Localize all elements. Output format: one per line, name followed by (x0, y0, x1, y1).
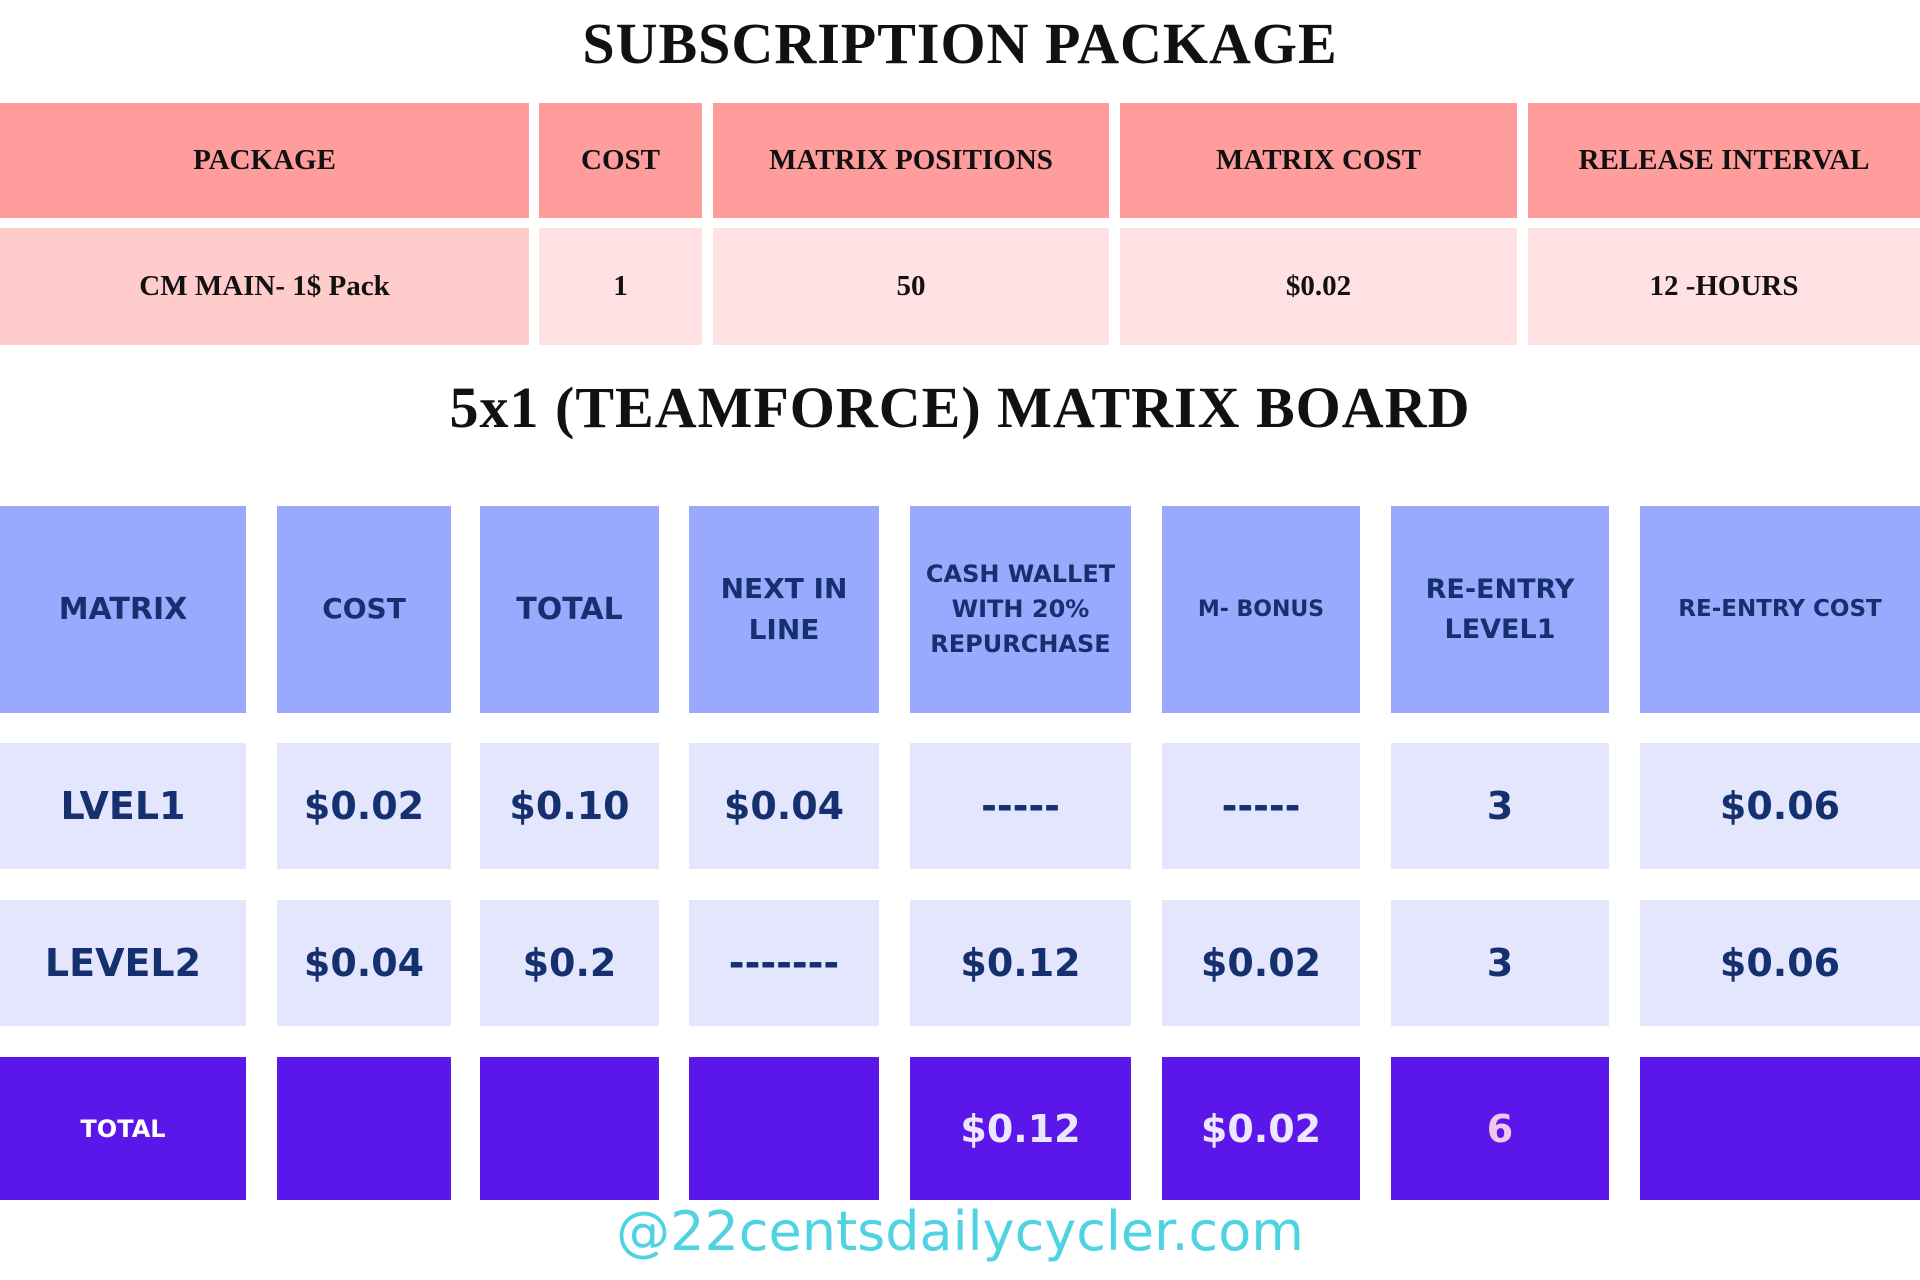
matrix-cell: ----- (910, 743, 1131, 869)
matrix-header: NEXT IN LINE (689, 506, 879, 713)
matrix-cell: $0.12 (910, 900, 1131, 1026)
matrix-cell: $0.02 (1162, 900, 1360, 1026)
total-cell: 6 (1391, 1057, 1609, 1200)
total-cell (277, 1057, 451, 1200)
matrix-cell: $0.2 (480, 900, 659, 1026)
matrix-cell: 3 (1391, 900, 1609, 1026)
matrix-cell: 3 (1391, 743, 1609, 869)
matrix-header: MATRIX (0, 506, 246, 713)
matrix-cell: $0.06 (1640, 900, 1920, 1026)
matrix-cell: $0.04 (277, 900, 451, 1026)
matrix-cell: $0.02 (277, 743, 451, 869)
matrix-cell: LVEL1 (0, 743, 246, 869)
matrix-header: M- BONUS (1162, 506, 1360, 713)
matrix-cell: LEVEL2 (0, 900, 246, 1026)
matrix-header: RE-ENTRY LEVEL1 (1391, 506, 1609, 713)
package-cell: 12 -HOURS (1528, 228, 1920, 345)
package-cell: $0.02 (1120, 228, 1517, 345)
matrix-cell: $0.10 (480, 743, 659, 869)
package-header: COST (539, 103, 702, 218)
package-cell: CM MAIN- 1$ Pack (0, 228, 529, 345)
package-header: RELEASE INTERVAL (1528, 103, 1920, 218)
total-cell: $0.12 (910, 1057, 1131, 1200)
matrix-header: COST (277, 506, 451, 713)
section-title: 5x1 (TEAMFORCE) MATRIX BOARD (449, 375, 1471, 440)
package-header: MATRIX COST (1120, 103, 1517, 218)
total-cell (1640, 1057, 1920, 1200)
footer-link[interactable]: @22centsdailycycler.com (616, 1200, 1304, 1263)
matrix-cell: ------- (689, 900, 879, 1026)
page-title: SUBSCRIPTION PACKAGE (582, 11, 1338, 76)
matrix-header: CASH WALLET WITH 20% REPURCHASE (910, 506, 1131, 713)
total-cell: $0.02 (1162, 1057, 1360, 1200)
total-cell (480, 1057, 659, 1200)
matrix-cell: ----- (1162, 743, 1360, 869)
matrix-header: RE-ENTRY COST (1640, 506, 1920, 713)
matrix-cell: $0.06 (1640, 743, 1920, 869)
package-cell: 50 (713, 228, 1109, 345)
total-cell: TOTAL (0, 1057, 246, 1200)
matrix-header: TOTAL (480, 506, 659, 713)
package-header: PACKAGE (0, 103, 529, 218)
package-header: MATRIX POSITIONS (713, 103, 1109, 218)
package-cell: 1 (539, 228, 702, 345)
matrix-cell: $0.04 (689, 743, 879, 869)
total-cell (689, 1057, 879, 1200)
